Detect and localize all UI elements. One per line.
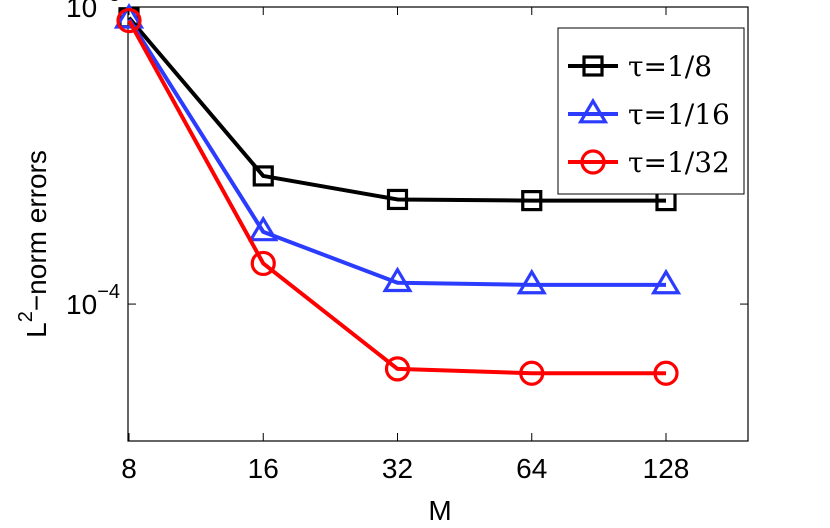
y-tick-label: 10−3 [66,0,120,23]
data-point [252,165,274,187]
axes: 8 16 32 64 128 10−3 10−4 L2−norm errors [15,0,749,484]
data-point [650,268,682,295]
legend-marker [580,149,606,175]
legend-label: τ=1/16 [628,98,730,131]
series-2 [113,3,682,295]
data-point [250,250,276,277]
series-line [127,18,666,287]
legend: τ=1/8 τ=1/16 τ=1/32 [557,27,745,195]
data-point [382,266,413,293]
data-point [248,215,279,242]
data-point [653,360,679,386]
x-axis-label: M [428,495,451,526]
data-point [113,3,145,29]
legend-label: τ=1/32 [628,146,730,179]
series-line [127,19,666,376]
axes-box [127,6,749,442]
series-3 [116,7,679,386]
x-tick-label: 16 [248,453,279,484]
series-layer [113,3,682,386]
x-tick-label: 64 [516,453,547,484]
legend-entry: τ=1/32 [568,146,730,179]
y-tick-label: 10−4 [66,281,120,320]
legend-label: τ=1/8 [628,50,712,83]
data-point [516,268,547,295]
series-1 [118,7,677,212]
x-tick-label: 32 [382,453,413,484]
legend-marker [577,97,609,124]
legend-entry: τ=1/8 [568,50,712,83]
x-tick-label: 8 [121,453,137,484]
legend-entry: τ=1/16 [568,97,730,131]
y-axis-label: L2−norm errors [15,150,52,338]
data-point [519,360,545,386]
data-point [116,7,142,34]
x-tick-label: 128 [643,453,690,484]
data-point [386,188,409,211]
data-point [521,190,543,212]
series-line [127,16,666,203]
legend-marker [582,55,604,77]
data-point [384,356,411,382]
